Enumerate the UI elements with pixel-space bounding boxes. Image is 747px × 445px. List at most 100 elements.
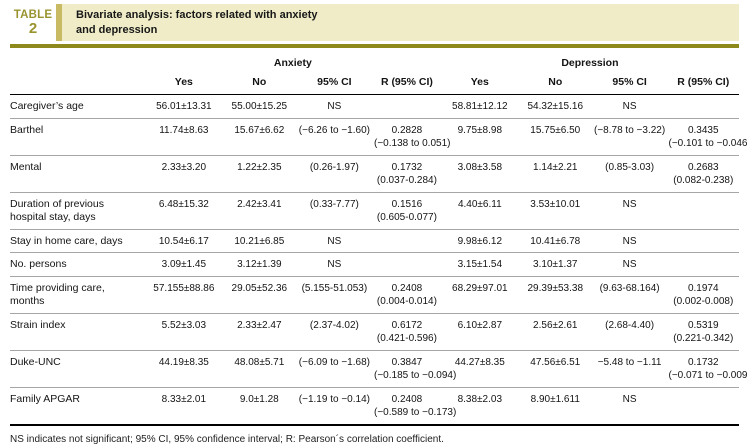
anxiety-r-cell xyxy=(373,229,441,253)
anxiety-yes-value: 56.01±13.31 xyxy=(156,101,212,112)
depression-r-ci: (−0.071 to −0.009) xyxy=(668,370,747,381)
depression-no-value: 2.56±2.61 xyxy=(533,319,578,331)
anxiety-r-ci: (−0.589 to −0.173) xyxy=(374,407,457,418)
depression-ci-value: NS xyxy=(622,259,637,270)
row-label-cell: Duke-UNC xyxy=(10,350,145,387)
depression-r-ci: (0.082-0.238) xyxy=(673,175,734,186)
depression-ci-value: NS xyxy=(622,101,637,112)
anxiety-r-cell: 0.1732 (0.037-0.284) xyxy=(373,155,441,192)
anxiety-ci-value: NS xyxy=(327,235,342,247)
anxiety-no-value: 1.22±2.35 xyxy=(237,161,282,173)
empty-corner-cell xyxy=(10,51,145,71)
anxiety-r-cell: 0.2828 (−0.138 to 0.051) xyxy=(373,118,451,155)
row-label: Barthel xyxy=(10,123,44,136)
footnote: NS indicates not significant; 95% CI, 95… xyxy=(10,433,444,445)
depression-ci-value: NS xyxy=(622,198,637,210)
depression-no-value: 10.41±6.78 xyxy=(530,235,581,247)
depression-yes-value: 9.75±8.98 xyxy=(457,124,503,136)
col-depression-r: R (95% CI) xyxy=(667,71,739,95)
depression-r-cell: 0.5319 (0.221-0.342) xyxy=(668,313,739,350)
anxiety-ci-value: (0.26-1.97) xyxy=(309,161,359,173)
row-label-line2: hospital stay, days xyxy=(10,210,96,223)
anxiety-yes-value: 8.33±2.01 xyxy=(161,393,207,405)
anxiety-no-value: 10.21±6.85 xyxy=(234,235,285,247)
depression-no-value: 3.10±1.37 xyxy=(533,259,578,270)
row-label: No. persons xyxy=(10,258,67,270)
anxiety-no-value: 2.42±3.41 xyxy=(237,198,282,210)
depression-r-cell xyxy=(668,253,739,277)
table-row: Time providing care, months 57.155±88.86… xyxy=(10,276,739,313)
depression-ci-value: −5.48 to −1.11 xyxy=(597,356,662,368)
anxiety-no-value: 29.05±52.36 xyxy=(231,282,288,294)
anxiety-no-value: 3.12±1.39 xyxy=(237,259,282,270)
depression-yes-value: 9.98±6.12 xyxy=(457,235,503,247)
row-label-cell: Barthel xyxy=(10,118,145,155)
depression-no-value: 3.53±10.01 xyxy=(530,198,581,210)
depression-r-value: 0.1974 xyxy=(687,282,719,294)
depression-ci-value: NS xyxy=(622,235,637,247)
anxiety-ci-value: (−6.09 to −1.68) xyxy=(298,356,370,368)
col-anxiety-ci: 95% CI xyxy=(295,71,374,95)
anxiety-r-value: 0.2408 xyxy=(391,282,423,294)
table-row: Mental 2.33±3.20 1.22±2.35 (0.26-1.97) 0… xyxy=(10,155,739,192)
row-label-cell: Mental xyxy=(10,155,145,192)
col-anxiety-r: R (95% CI) xyxy=(373,71,441,95)
row-label: Mental xyxy=(10,160,42,173)
table-row: Duke-UNC 44.19±8.35 48.08±5.71 (−6.09 to… xyxy=(10,350,747,387)
gold-stripe xyxy=(56,4,62,41)
depression-r-ci: (−0.101 to −0.046) xyxy=(668,138,747,149)
anxiety-r-ci: (0.004-0.014) xyxy=(376,296,437,307)
depression-ci-value: (0.85-3.03) xyxy=(605,161,655,173)
table-row: Duration of previous hospital stay, days… xyxy=(10,192,739,229)
row-label: Strain index xyxy=(10,318,66,331)
anxiety-yes-value: 2.33±3.20 xyxy=(161,161,207,173)
anxiety-r-cell: 0.3847 (−0.185 to −0.094) xyxy=(373,350,456,387)
depression-ci-value: NS xyxy=(622,393,637,405)
row-label: Time providing care, xyxy=(10,281,105,294)
depression-no-value: 15.75±6.50 xyxy=(530,124,581,136)
olive-rule xyxy=(10,44,739,48)
table-title-line1: Bivariate analysis: factors related with… xyxy=(76,9,318,22)
depression-yes-value: 58.81±12.12 xyxy=(452,101,508,112)
anxiety-r-value: 0.1732 xyxy=(391,161,423,173)
bivariate-analysis-table: Anxiety Depression Yes No 95% CI R (95% … xyxy=(10,51,747,426)
row-label: Family APGAR xyxy=(10,392,81,405)
table-row: No. persons 3.09±1.45 3.12±1.39 NS 3.15±… xyxy=(10,253,739,277)
row-label-cell: No. persons xyxy=(10,253,145,277)
depression-yes-value: 8.38±2.03 xyxy=(457,393,503,405)
anxiety-r-value: 0.1516 xyxy=(391,198,423,210)
depression-r-value: 0.2683 xyxy=(687,161,719,173)
depression-r-value: 0.5319 xyxy=(687,319,719,331)
anxiety-r-cell: 0.6172 (0.421-0.596) xyxy=(373,313,441,350)
anxiety-r-cell: 0.1516 (0.605-0.077) xyxy=(373,192,441,229)
page: TABLE 2 Bivariate analysis: factors rela… xyxy=(10,4,747,445)
anxiety-r-cell: 0.2408 (−0.589 to −0.173) xyxy=(373,387,457,425)
row-label-cell: Family APGAR xyxy=(10,387,145,425)
depression-r-cell xyxy=(668,95,739,119)
anxiety-yes-value: 5.52±3.03 xyxy=(161,319,207,331)
anxiety-r-ci: (0.037-0.284) xyxy=(376,175,437,186)
anxiety-r-ci: (−0.138 to 0.051) xyxy=(374,138,451,149)
row-label-cell: Time providing care, months xyxy=(10,276,145,313)
depression-r-ci: (0.221-0.342) xyxy=(673,333,734,344)
row-label: Caregiver’s age xyxy=(10,100,84,112)
depression-yes-value: 3.08±3.58 xyxy=(457,161,503,173)
depression-no-value: 47.56±6.51 xyxy=(530,356,581,368)
anxiety-no-value: 9.0±1.28 xyxy=(239,393,279,405)
anxiety-group-header: Anxiety xyxy=(273,57,312,69)
anxiety-r-cell: 0.2408 (0.004-0.014) xyxy=(373,276,441,313)
row-label-line2: months xyxy=(10,294,45,307)
anxiety-yes-value: 10.54±6.17 xyxy=(158,235,209,247)
anxiety-r-value: 0.2408 xyxy=(391,393,423,405)
row-label: Duration of previous xyxy=(10,197,104,210)
anxiety-ci-value: (−1.19 to −0.14) xyxy=(298,393,370,405)
depression-yes-value: 6.10±2.87 xyxy=(457,319,503,331)
depression-r-cell xyxy=(668,387,739,425)
group-header-row: Anxiety Depression xyxy=(10,51,739,71)
anxiety-r-cell xyxy=(373,253,441,277)
table-title-line2: and depression xyxy=(76,23,158,36)
anxiety-yes-value: 44.19±8.35 xyxy=(158,356,209,368)
anxiety-no-value: 2.33±2.47 xyxy=(237,319,282,331)
col-anxiety-yes: Yes xyxy=(144,71,223,95)
depression-ci-value: (9.63-68.164) xyxy=(599,282,660,294)
